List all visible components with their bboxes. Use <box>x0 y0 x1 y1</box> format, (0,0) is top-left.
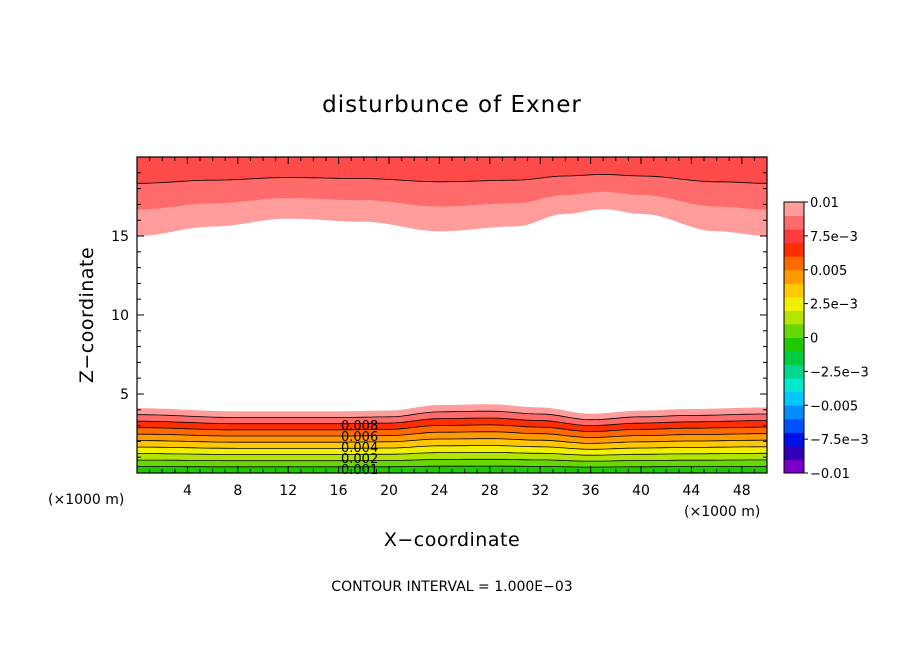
colorbar-swatch <box>784 378 804 393</box>
colorbar-swatch <box>784 296 804 311</box>
x-tick-label: 40 <box>632 483 650 499</box>
contour-label: 0.002 <box>341 452 378 467</box>
colorbar-swatch <box>784 405 804 420</box>
chart-title: disturbunce of Exner <box>322 92 582 118</box>
x-tick-label: 20 <box>380 483 398 499</box>
contour-line-bottom <box>137 410 767 421</box>
colorbar-label: −2.5e−3 <box>810 365 869 380</box>
x-tick-label: 16 <box>330 483 348 499</box>
x-tick-label: 32 <box>531 483 549 499</box>
contour-line-bottom <box>136 431 767 438</box>
x-tick-label: 12 <box>279 483 297 499</box>
colorbar-label: 0 <box>810 332 818 347</box>
x-tick-label: 44 <box>682 483 700 499</box>
x-axis: 4 8 12 16 20 24 28 32 36 40 44 48 <box>149 157 755 499</box>
contour-line-bottom <box>137 438 767 444</box>
colorbar-swatch <box>784 337 804 352</box>
colorbar-swatch <box>784 432 804 447</box>
contour-label: 0.001 <box>341 463 378 478</box>
colorbar-label: 7.5e−3 <box>810 230 858 245</box>
contour-fill-top <box>137 157 767 184</box>
contour-line-bottom <box>137 465 767 468</box>
y-tick-label: 10 <box>111 308 129 324</box>
contour-line-bottom <box>137 452 767 456</box>
colorbar-swatch <box>784 445 804 460</box>
contour-line-bottom <box>137 445 767 450</box>
colorbar-label: 2.5e−3 <box>810 298 858 313</box>
y-axis: 5 10 15 <box>111 172 767 458</box>
colorbar-label: 0.005 <box>810 264 847 279</box>
y-axis-label: Z−coordinate <box>76 247 98 383</box>
contour-interval-note: CONTOUR INTERVAL = 1.000E−03 <box>331 579 572 595</box>
x-axis-label: X−coordinate <box>384 529 520 551</box>
colorbar-label: −0.01 <box>810 467 850 482</box>
x-tick-label: 28 <box>481 483 499 499</box>
colorbar-swatch <box>784 283 804 298</box>
contour-label: 0.008 <box>341 419 378 434</box>
y-unit-label: (×1000 m) <box>48 492 124 508</box>
colorbar-swatch <box>784 215 804 230</box>
colorbar-swatch <box>784 310 804 325</box>
x-tick-label: 36 <box>582 483 600 499</box>
contour-line-top <box>137 173 767 184</box>
x-tick-label: 4 <box>183 483 192 499</box>
colorbar-swatch <box>784 229 804 244</box>
contour-line-bottom <box>136 458 767 462</box>
contour-label: 0.006 <box>341 430 378 445</box>
x-unit-label: (×1000 m) <box>684 504 760 520</box>
colorbar-swatch <box>784 364 804 379</box>
colorbar-label: −0.005 <box>810 399 858 414</box>
x-tick-label: 48 <box>733 483 751 499</box>
y-tick-label: 15 <box>111 229 129 245</box>
colorbar-label: −7.5e−3 <box>810 433 869 448</box>
x-tick-label: 24 <box>430 483 448 499</box>
colorbar-swatch <box>784 202 804 217</box>
plot-area <box>136 157 768 473</box>
colorbar-swatch <box>784 459 804 474</box>
contour-line-bottom <box>137 417 768 427</box>
colorbar: 0.01 7.5e−3 0.005 2.5e−3 0 −2.5e−3 −0.005 −7.5e… <box>783 196 869 482</box>
contour-line-bottom <box>137 424 767 432</box>
colorbar-swatch <box>784 418 804 433</box>
contour-label: 0.004 <box>341 441 378 456</box>
colorbar-label: 0.01 <box>810 196 839 211</box>
colorbar-swatch <box>784 391 804 406</box>
colorbar-swatch <box>784 351 804 366</box>
colorbar-swatch <box>784 256 804 271</box>
colorbar-swatch <box>784 269 804 284</box>
colorbar-swatch <box>784 323 804 338</box>
x-tick-label: 8 <box>233 483 242 499</box>
colorbar-swatch <box>784 242 804 257</box>
y-tick-label: 5 <box>120 387 129 403</box>
